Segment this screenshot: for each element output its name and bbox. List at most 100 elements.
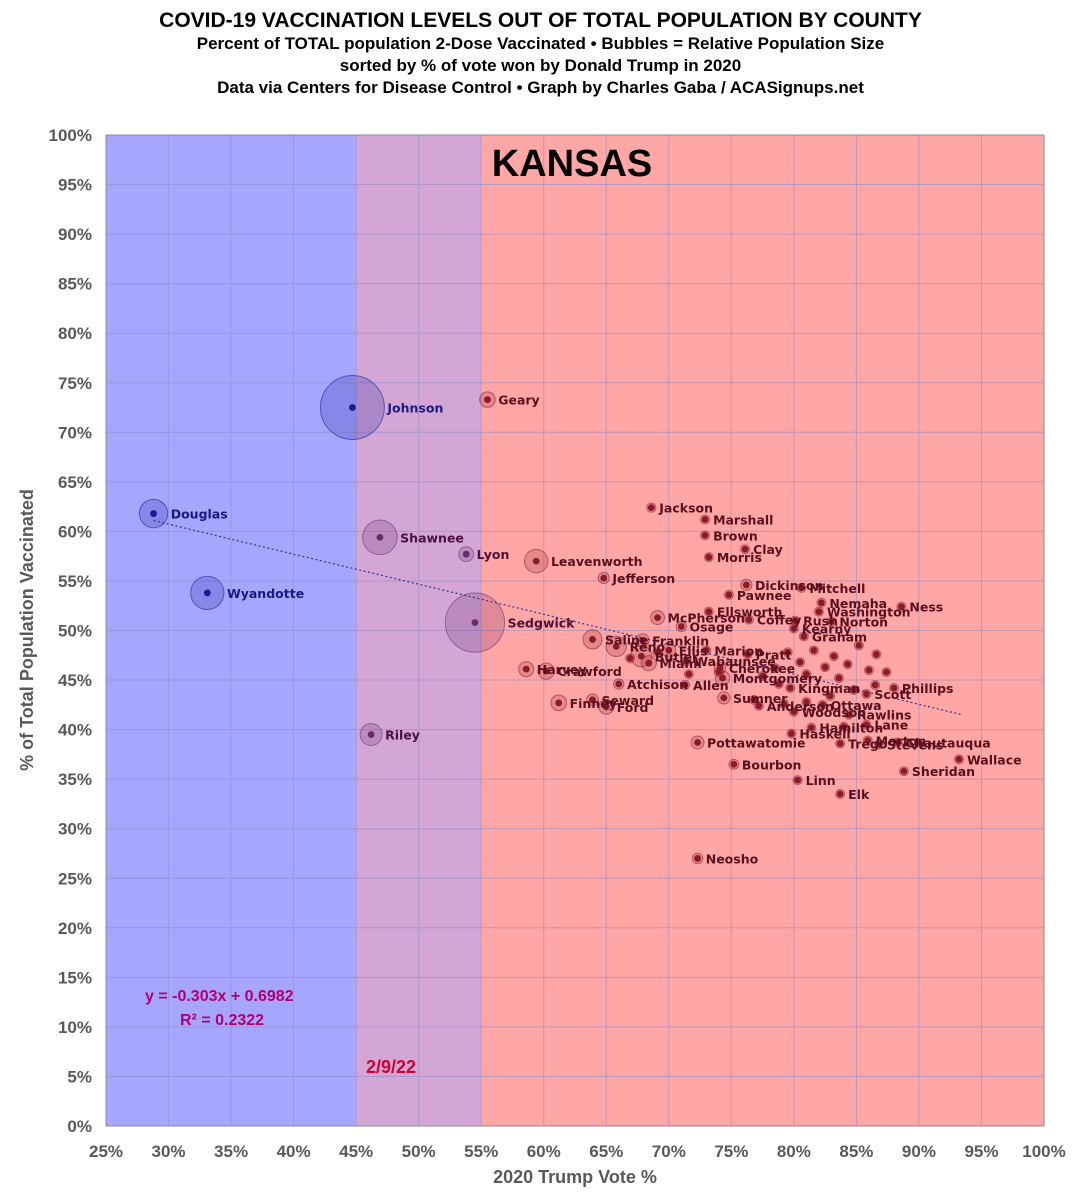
bubble-center [900, 767, 908, 775]
bubble-center [863, 690, 870, 698]
chart-subtitle-2: sorted by % of vote won by Donald Trump … [339, 56, 742, 75]
y-tick-label: 45% [58, 671, 92, 690]
point-label: Haskell [799, 727, 850, 742]
bubble-center [612, 642, 620, 650]
point-label: Dickinson [755, 578, 824, 593]
bubble-center [600, 574, 608, 582]
point-label: Sedgwick [508, 616, 576, 631]
y-tick-label: 5% [67, 1067, 92, 1086]
bubble-center [522, 665, 530, 673]
point-label: Jackson [658, 501, 713, 516]
point-label: Seward [601, 693, 654, 708]
bubble-center [682, 657, 690, 665]
x-tick-label: 25% [89, 1142, 123, 1161]
bubble-center [780, 700, 788, 708]
y-tick-label: 85% [58, 275, 92, 294]
bubble-center [787, 730, 795, 737]
bubble-center [744, 650, 751, 658]
y-tick-label: 0% [67, 1117, 92, 1136]
bubble-center [589, 696, 596, 704]
bubble-center [730, 760, 738, 768]
bubble-center [677, 623, 685, 630]
x-axis-title: 2020 Trump Vote % [493, 1167, 657, 1187]
bubble-center [725, 591, 733, 599]
bubble-center [694, 739, 701, 746]
point-label: Reno [629, 639, 665, 654]
y-tick-label: 40% [58, 721, 92, 740]
bubble-center [701, 516, 709, 523]
point-label: Norton [839, 615, 888, 630]
y-tick-label: 100% [49, 126, 92, 145]
point-label: Miami [659, 656, 701, 671]
point-label: Osage [689, 620, 733, 635]
bubble-center [701, 531, 709, 539]
y-tick-label: 10% [58, 1018, 92, 1037]
x-tick-label: 55% [464, 1142, 498, 1161]
x-axis-ticks: 25% 30% 35% 40% 45% 50% 55% 60% 65% 70% 75% 80% 85% 9… [89, 1142, 1066, 1161]
y-axis-ticks: 0% 5% 10% 15% 20% 25% 30% 35% 40% 45% 50% 55% 60% 65%… [49, 126, 92, 1136]
point-label: Ellis [679, 643, 708, 658]
date-label: 2/9/22 [366, 1057, 416, 1077]
bubble-center [203, 589, 211, 597]
bubble-center [850, 686, 858, 694]
point-label: Ellsworth [717, 605, 783, 620]
point-label: Brown [713, 528, 758, 543]
bubble-center [705, 553, 713, 561]
point-label: Rush [803, 614, 838, 629]
trendline [153, 519, 963, 716]
y-axis-title: % of Total Population Vaccinated [17, 489, 37, 771]
point-label: Woodson [802, 705, 866, 720]
bubble-center [790, 625, 798, 632]
x-tick-label: 90% [902, 1142, 936, 1161]
bubble-center [750, 696, 758, 704]
point-label: Finney [570, 696, 617, 711]
x-tick-label: 70% [652, 1142, 686, 1161]
bubble-center [654, 648, 661, 656]
y-tick-label: 25% [58, 869, 92, 888]
bubble-center [807, 724, 815, 732]
bubble-center [367, 731, 375, 738]
point-label: Ness [909, 600, 943, 615]
bubble-center [821, 663, 829, 671]
bubble-center [639, 637, 646, 644]
bubble-center [815, 608, 823, 616]
bubble-center [840, 723, 848, 731]
bubble-center [715, 668, 723, 676]
bubble-center [830, 652, 838, 660]
chart-title: COVID-19 VACCINATION LEVELS OUT OF TOTAL… [159, 9, 922, 32]
bubble-center [742, 581, 750, 589]
point-label: Kearny [802, 622, 852, 637]
bubble-center [759, 672, 766, 680]
gridlines [105, 134, 1045, 1127]
bubble-center [836, 740, 844, 747]
bubble-center [883, 668, 890, 676]
point-label: Mitchell [809, 581, 865, 596]
bubble-center [555, 699, 563, 707]
y-tick-label: 30% [58, 820, 92, 839]
trendline-r-squared: R² = 0.2322 [180, 1012, 264, 1029]
x-tick-label: 100% [1022, 1142, 1065, 1161]
bubble-center [800, 633, 808, 640]
y-tick-label: 70% [58, 423, 92, 442]
bubble-center [589, 636, 596, 643]
x-tick-label: 30% [152, 1142, 186, 1161]
x-tick-label: 50% [402, 1142, 436, 1161]
point-label: Geary [498, 393, 540, 408]
bubble-center [348, 404, 356, 411]
point-label: Anderson [767, 699, 834, 714]
point-label: Leavenworth [551, 554, 643, 569]
bubble-center [802, 698, 810, 706]
point-label: Clay [753, 542, 783, 557]
bubble-center [865, 666, 873, 674]
point-label: Pottawatomie [707, 735, 805, 750]
y-tick-label: 90% [58, 225, 92, 244]
point-label: Rawlins [857, 708, 912, 723]
x-tick-label: 60% [527, 1142, 561, 1161]
y-tick-label: 60% [58, 522, 92, 541]
point-label: Chautauqua [906, 735, 991, 750]
bubble-center [705, 608, 713, 616]
point-label: Hamilton [819, 721, 883, 736]
point-label: Stevens [887, 737, 943, 752]
bubble-center [694, 855, 701, 862]
